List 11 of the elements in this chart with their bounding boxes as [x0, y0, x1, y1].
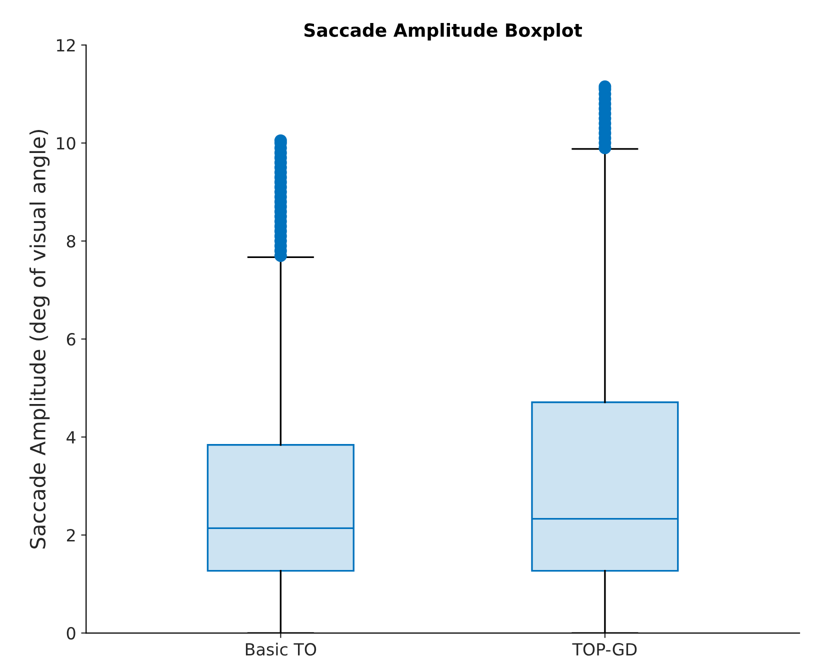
chart-title: Saccade Amplitude Boxplot: [304, 22, 582, 40]
y-tick-label: 8: [66, 234, 76, 248]
y-tick-label: 6: [66, 332, 76, 346]
y-tick-label: 4: [66, 431, 76, 444]
y-axis-title: Saccade Amplitude (deg of visual angle): [29, 130, 50, 549]
y-tick-label: 0: [66, 626, 76, 640]
x-tick-label: TOP-GD: [572, 643, 637, 656]
y-tick-label: 2: [66, 528, 75, 542]
y-tick-label: 10: [57, 136, 76, 150]
y-tick-label: 12: [57, 38, 75, 52]
x-tick-label: Basic TO: [246, 642, 316, 656]
